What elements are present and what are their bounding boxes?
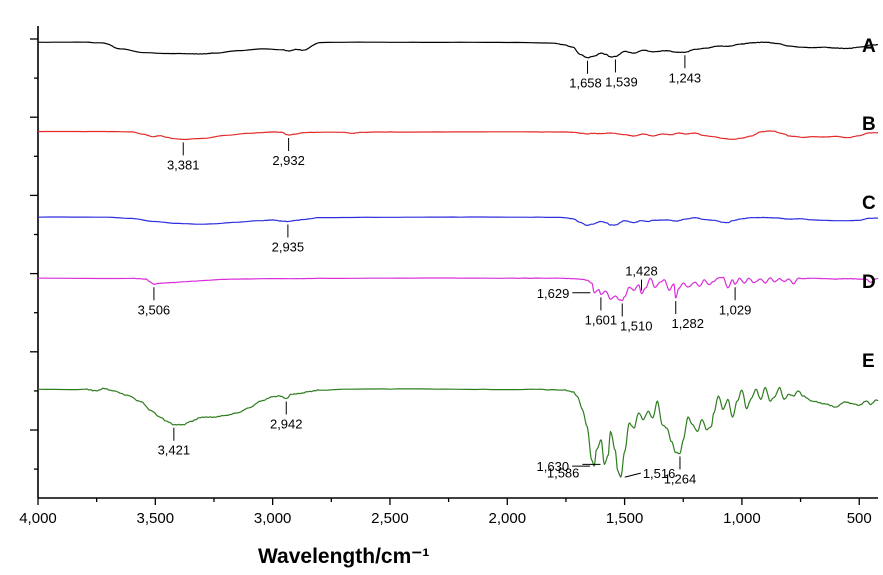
y-axis-ticks (30, 38, 38, 470)
x-tick-label: 4,000 (19, 510, 57, 527)
peak-label: 1,658 (569, 76, 602, 91)
peak-leader-line (624, 472, 641, 478)
peak-label: 1,586 (547, 465, 580, 480)
series-label-B: B (862, 114, 876, 135)
x-tick-label: 3,500 (137, 510, 175, 527)
spectrum-line-C (37, 216, 879, 226)
peak-label: 1,428 (625, 264, 658, 279)
peak-label: 2,935 (272, 239, 305, 254)
peak-label: 1,510 (620, 318, 653, 333)
peak-label: 1,516 (643, 466, 676, 481)
spectra-lines (37, 41, 879, 478)
x-tick-label: 500 (847, 510, 872, 527)
series-label-D: D (862, 272, 876, 293)
peak-label: 1,282 (671, 316, 704, 331)
peak-label: 1,630 (537, 459, 570, 474)
peak-label: 1,264 (664, 471, 697, 486)
series-labels: A B C D E (862, 36, 876, 372)
peak-label: 1,539 (605, 74, 638, 89)
spectrum-line-D (38, 276, 879, 302)
x-tick-label: 2,500 (371, 510, 409, 527)
peak-label: 2,942 (270, 417, 303, 432)
peak-label: 3,381 (167, 157, 200, 172)
chart-axes (37, 26, 878, 499)
peak-label: 1,243 (669, 70, 702, 85)
peak-label: 3,421 (158, 443, 191, 458)
x-tick-label: 1,500 (606, 510, 644, 527)
spectrum-line-E (37, 386, 879, 478)
series-label-C: C (862, 193, 876, 214)
x-tick-label: 3,000 (254, 510, 292, 527)
peak-label: 2,932 (272, 153, 305, 168)
peak-label: 1,629 (537, 286, 570, 301)
x-axis-title: Wavelength/cm⁻¹ (258, 545, 429, 568)
peak-label: 1,601 (585, 312, 618, 327)
peak-label: 3,506 (138, 302, 171, 317)
x-axis-ticks: 4,000 3,500 3,000 2,500 2,000 1,500 1,000 500 (19, 498, 872, 527)
series-label-E: E (862, 351, 875, 372)
spectrum-line-B (37, 130, 879, 141)
series-label-A: A (862, 36, 876, 57)
peak-label: 1,029 (719, 302, 752, 317)
x-tick-label: 2,000 (489, 510, 527, 527)
x-tick-label: 1,000 (723, 510, 761, 527)
spectrum-line-A (37, 41, 879, 59)
